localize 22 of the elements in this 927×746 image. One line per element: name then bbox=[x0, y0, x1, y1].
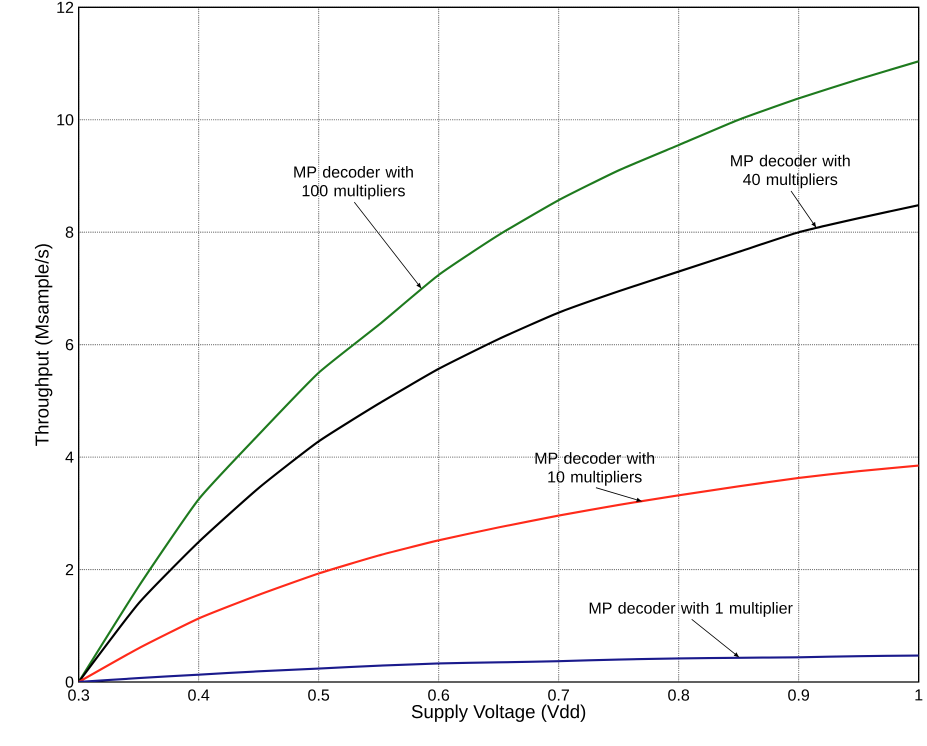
y-tick-label: 0 bbox=[66, 676, 74, 688]
y-axis-title: Throughput (Msample/s) bbox=[34, 244, 52, 446]
x-tick-label: 0.6 bbox=[428, 689, 450, 701]
x-tick-label: 0.3 bbox=[68, 689, 90, 701]
x-tick-label: 0.9 bbox=[788, 689, 810, 701]
y-tick-label: 12 bbox=[57, 2, 74, 13]
y-tick-label: 6 bbox=[66, 339, 74, 350]
x-tick-label: 0.5 bbox=[308, 689, 330, 701]
y-tick-label: 4 bbox=[65, 452, 74, 463]
y-tick-label: 8 bbox=[66, 226, 74, 238]
x-tick-label: 0.8 bbox=[668, 689, 690, 701]
line-series bbox=[78, 464, 919, 682]
x-tick-label: 0.4 bbox=[188, 689, 210, 701]
annotation: MP decoder with 100 multipliers bbox=[294, 166, 413, 200]
x-tick-label: 0.7 bbox=[548, 689, 569, 701]
annotation: MP decoder with 40 multipliers bbox=[731, 154, 850, 188]
x-axis-title: Supply Voltage (Vdd) bbox=[412, 704, 586, 722]
y-tick-label: 10 bbox=[57, 114, 74, 126]
annotation: MP decoder with 1 multiplier bbox=[590, 602, 793, 617]
x-tick-label: 1 bbox=[915, 689, 922, 700]
annotation: MP decoder with 10 multipliers bbox=[536, 452, 654, 486]
y-tick-label: 2 bbox=[66, 564, 74, 576]
